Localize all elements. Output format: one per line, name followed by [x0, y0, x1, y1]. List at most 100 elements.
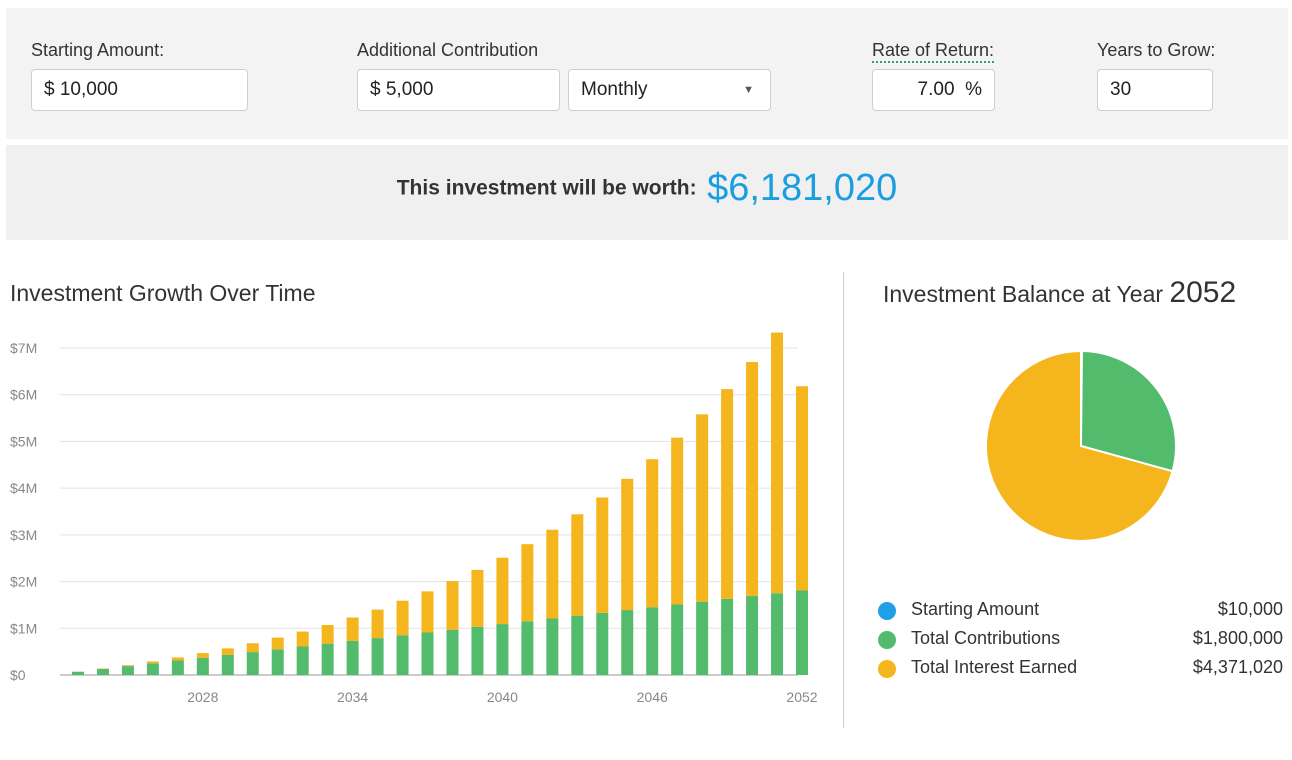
bar-interest[interactable] — [321, 625, 334, 644]
bar-contributions[interactable] — [121, 666, 134, 675]
bar-contributions[interactable] — [371, 638, 384, 675]
bar-contributions[interactable] — [671, 604, 684, 675]
bar-interest[interactable] — [771, 332, 784, 594]
bar-contributions[interactable] — [471, 626, 484, 675]
pie-chart — [985, 349, 1177, 542]
bar-interest[interactable] — [696, 414, 709, 602]
bar-interest[interactable] — [521, 544, 534, 622]
bar-contributions[interactable] — [246, 652, 259, 675]
bar-interest[interactable] — [171, 657, 184, 661]
bar-contributions[interactable] — [171, 660, 184, 675]
bar-contributions[interactable] — [596, 612, 609, 675]
legend-value: $10,000 — [1217, 599, 1283, 619]
bar-contributions[interactable] — [621, 610, 634, 675]
bar-contributions[interactable] — [421, 632, 434, 675]
frequency-select[interactable]: Monthly ▼ — [568, 69, 771, 111]
legend-dot-icon — [878, 631, 896, 649]
y-tick-label: $5M — [10, 433, 37, 449]
pie-title-year: 2052 — [1169, 276, 1237, 309]
bar-contributions[interactable] — [346, 640, 359, 675]
bar-interest[interactable] — [721, 389, 734, 599]
starting-amount-label: Starting Amount: — [31, 40, 165, 60]
bar-contributions[interactable] — [721, 598, 734, 675]
bar-contributions[interactable] — [646, 607, 659, 675]
bar-contributions[interactable] — [196, 657, 209, 675]
bar-interest[interactable] — [471, 569, 484, 627]
bar-interest[interactable] — [371, 609, 384, 639]
pie-title: Investment Balance at Year 2052 — [883, 276, 1236, 310]
bar-contributions[interactable] — [396, 635, 409, 675]
bar-interest[interactable] — [746, 362, 759, 597]
bar-contributions[interactable] — [321, 643, 334, 675]
bar-interest[interactable] — [271, 637, 284, 650]
result-panel: This investment will be worth: $6,181,02… — [6, 145, 1288, 240]
section-divider — [843, 272, 844, 728]
growth-chart-title: Investment Growth Over Time — [10, 280, 316, 306]
bar-interest[interactable] — [496, 557, 509, 625]
legend-label: Total Interest Earned — [911, 657, 1078, 677]
legend-row: Total Interest Earned $4,371,020 — [878, 656, 1283, 682]
bar-interest[interactable] — [671, 437, 684, 605]
bar-contributions[interactable] — [496, 624, 509, 675]
bar-interest[interactable] — [296, 631, 309, 647]
bar-interest[interactable] — [596, 497, 609, 613]
starting-amount-input[interactable] — [31, 69, 248, 111]
legend-row: Starting Amount $10,000 — [878, 598, 1283, 624]
years-to-grow-input[interactable] — [1097, 69, 1213, 111]
bar-interest[interactable] — [221, 648, 234, 655]
bar-interest[interactable] — [621, 478, 634, 611]
bar-contributions[interactable] — [72, 671, 84, 675]
x-tick-label: 2028 — [187, 689, 218, 705]
result-line: This investment will be worth: $6,181,02… — [6, 167, 1288, 210]
bar-contributions[interactable] — [446, 629, 459, 675]
result-value: $6,181,020 — [707, 167, 898, 209]
bar-interest[interactable] — [571, 514, 584, 616]
pie-title-text: Investment Balance at Year — [883, 281, 1164, 307]
y-tick-label: $7M — [10, 340, 37, 356]
bar-interest[interactable] — [421, 591, 434, 633]
frequency-value: Monthly — [581, 79, 648, 100]
years-to-grow-label: Years to Grow: — [1097, 40, 1216, 60]
bar-contributions[interactable] — [146, 663, 159, 675]
bar-contributions[interactable] — [771, 593, 784, 675]
bar-interest[interactable] — [246, 643, 259, 653]
bar-interest[interactable] — [196, 653, 209, 658]
bar-interest[interactable] — [121, 665, 134, 667]
y-tick-label: $0 — [10, 667, 26, 683]
pie-slice-total-contributions[interactable] — [1079, 349, 1177, 473]
bar-contributions[interactable] — [571, 615, 584, 675]
bar-interest[interactable] — [346, 617, 359, 641]
y-tick-label: $6M — [10, 387, 37, 403]
bar-contributions[interactable] — [521, 621, 534, 675]
y-tick-label: $3M — [10, 527, 37, 543]
legend-dot-icon — [878, 602, 896, 620]
bar-interest[interactable] — [646, 459, 659, 608]
legend-row: Total Contributions $1,800,000 — [878, 627, 1283, 653]
bar-interest[interactable] — [546, 529, 559, 619]
x-tick-label: 2052 — [786, 689, 817, 705]
bar-interest[interactable] — [146, 661, 159, 664]
bar-interest[interactable] — [796, 386, 808, 591]
x-tick-label: 2034 — [337, 689, 368, 705]
growth-chart: $0 $1M $2M $3M $4M $5M $6M $7M 2028 2034 2040 2046 2… — [10, 332, 818, 705]
pie-slice-total-interest-earned[interactable] — [985, 349, 1174, 542]
legend-label: Total Contributions — [911, 628, 1061, 648]
bar-contributions[interactable] — [746, 596, 759, 675]
bar-contributions[interactable] — [296, 646, 309, 675]
rate-of-return-label[interactable]: Rate of Return: — [872, 40, 995, 63]
legend-dot-icon — [878, 660, 896, 678]
bar-interest[interactable] — [396, 600, 409, 636]
additional-contribution-input[interactable] — [357, 69, 560, 111]
bar-contributions[interactable] — [221, 654, 234, 675]
result-label: This investment will be worth: — [396, 176, 697, 200]
bar-contributions[interactable] — [546, 618, 559, 675]
bar-interest[interactable] — [446, 581, 459, 630]
rate-of-return-input[interactable]: 7.00 % — [872, 69, 995, 111]
bar-contributions[interactable] — [271, 649, 284, 675]
bar-contributions[interactable] — [796, 590, 808, 675]
rate-of-return-value: 7.00 — [917, 79, 955, 100]
bar-contributions[interactable] — [96, 668, 109, 675]
rate-of-return-label-text: Rate of Return: — [872, 40, 995, 63]
bar-contributions[interactable] — [696, 601, 709, 675]
inputs-panel: Starting Amount: Additional Contribution… — [6, 8, 1288, 139]
